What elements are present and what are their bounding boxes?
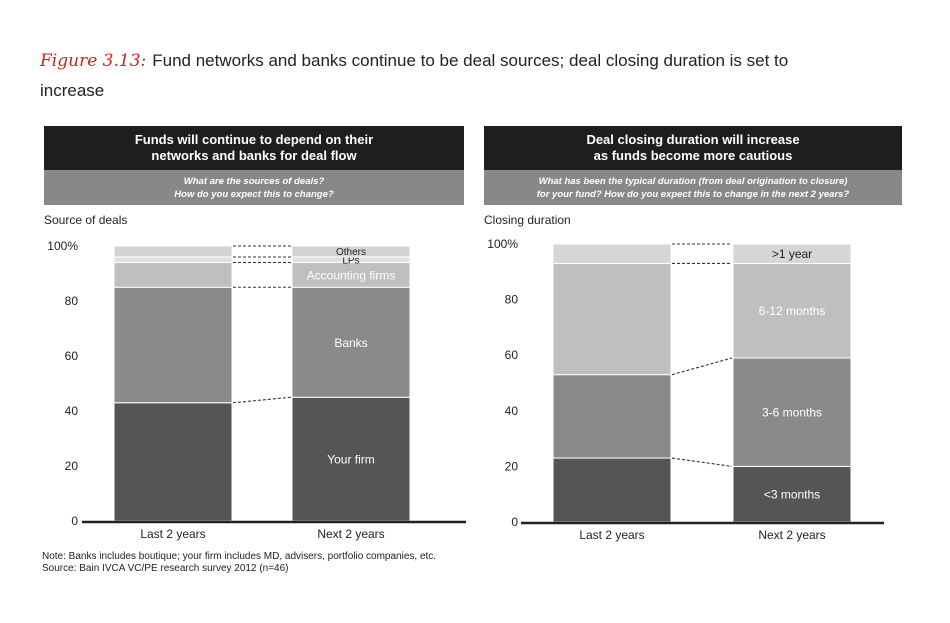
bar-segment-1-year	[552, 243, 672, 264]
y-tick-label: 20	[65, 459, 79, 473]
left-stacked-bar-chart: 100% 80 60 40 20 0 Last 2 years Your firm Banks A…	[47, 239, 466, 541]
left-header-line2: networks and banks for deal flow	[151, 148, 357, 163]
y-tick-label: 0	[71, 514, 78, 528]
y-tick-label: 60	[65, 349, 79, 363]
notes: Note: Banks includes boutique; your firm…	[42, 551, 436, 575]
bar-segment-6-12-months	[552, 262, 672, 376]
right-panel-header: Deal closing duration will increase as f…	[484, 126, 902, 170]
bar-segment-3-6-months	[732, 357, 852, 467]
right-header-line1: Deal closing duration will increase	[586, 132, 800, 147]
figure-label: Figure 3.13:	[40, 51, 147, 71]
y-tick-label: 40	[65, 404, 79, 418]
x-category-label: Next 2 years	[317, 527, 384, 541]
y-tick-label: 20	[505, 459, 519, 473]
right-question-line2: for your fund? How do you expect this to…	[536, 188, 850, 200]
bar-segment-others	[291, 245, 411, 258]
right-y-axis-label: Closing duration	[484, 213, 571, 227]
right-stacked-bar-chart: 100% 80 60 40 20 0 Last 2 years <3 months 3-6 mo…	[487, 237, 884, 542]
x-category-label: Last 2 years	[140, 527, 205, 541]
bar-segment-6-12-months	[732, 262, 852, 359]
bar-segment-accounting-firms	[291, 262, 411, 288]
bar-segment-your-firm	[113, 402, 233, 522]
left-question-line1: What are the sources of deals?	[183, 175, 325, 187]
left-question-line2: How do you expect this to change?	[174, 188, 334, 200]
segment-label: 6-12 months	[759, 304, 826, 318]
segment-label: Accounting firms	[307, 268, 396, 282]
left-panel: Funds will continue to depend on their n…	[44, 126, 464, 227]
left-y-axis-label: Source of deals	[44, 213, 128, 227]
bar-segment-3-months	[552, 457, 672, 523]
left-header-line1: Funds will continue to depend on their	[134, 132, 374, 147]
right-header-line2: as funds become more cautious	[593, 148, 793, 163]
segment-label: <3 months	[764, 488, 820, 502]
bar-segment-banks	[291, 286, 411, 398]
connector-line	[671, 457, 733, 467]
segment-label: Your firm	[327, 453, 375, 467]
bar-segment-banks	[113, 286, 233, 404]
y-tick-label: 80	[505, 293, 519, 307]
note-text: Note: Banks includes boutique; your firm…	[42, 551, 437, 562]
segment-label: 3-6 months	[762, 406, 822, 420]
y-tick-label: 80	[65, 294, 79, 308]
connector-line	[671, 357, 733, 376]
bar-segment-3-6-months	[552, 374, 672, 459]
y-tick-label: 100%	[487, 237, 518, 251]
figure-title: Figure 3.13: Fund networks and banks cont…	[40, 46, 840, 106]
segment-label: Banks	[334, 336, 367, 350]
right-panel-question: What has been the typical duration (from…	[484, 170, 902, 205]
figure-title-text: Fund networks and banks continue to be d…	[40, 51, 789, 100]
x-category-label: Next 2 years	[758, 528, 825, 542]
y-tick-label: 40	[505, 404, 519, 418]
bar-segment-your-firm	[291, 396, 411, 522]
left-panel-header: Funds will continue to depend on their n…	[44, 126, 464, 170]
segment-label: Others	[336, 247, 366, 258]
bar-segment-1-year	[732, 243, 852, 264]
segment-label: >1 year	[772, 247, 812, 261]
source-text: Source: Bain IVCA VC/PE research survey …	[42, 563, 289, 574]
right-question-line1: What has been the typical duration (from…	[538, 175, 848, 187]
y-tick-label: 100%	[47, 239, 78, 253]
right-panel: Deal closing duration will increase as f…	[484, 126, 902, 227]
segment-label: LPs	[342, 255, 359, 266]
x-category-label: Last 2 years	[579, 528, 644, 542]
y-tick-label: 0	[511, 515, 518, 529]
left-panel-question: What are the sources of deals? How do yo…	[44, 170, 464, 205]
bar-segment-others	[113, 245, 233, 258]
y-tick-label: 60	[505, 348, 519, 362]
